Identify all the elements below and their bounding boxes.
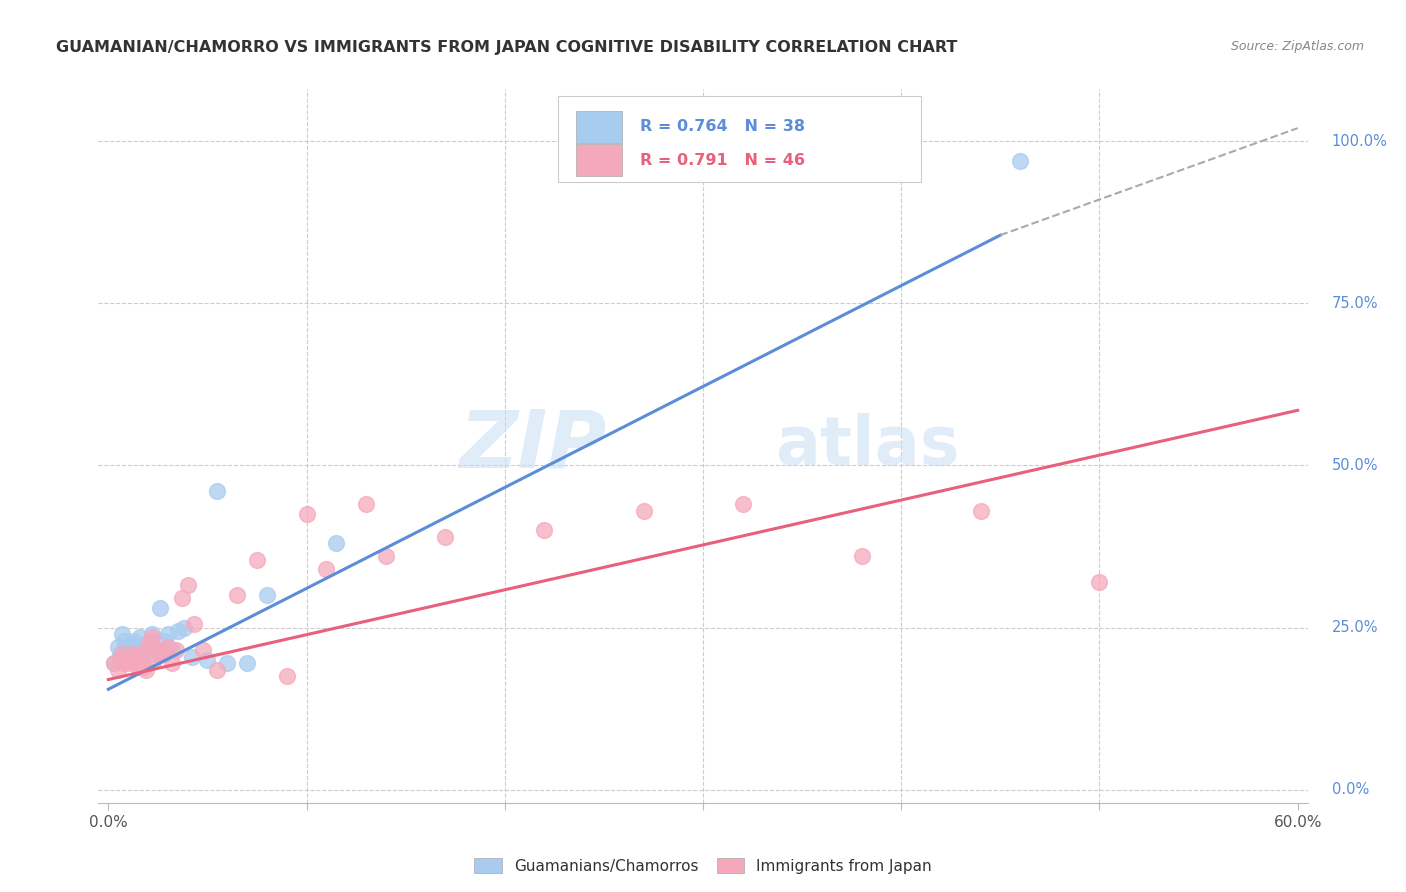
- Point: [160, 657, 183, 671]
- Point: [217, 657, 239, 671]
- Point: [129, 631, 152, 645]
- Point: [165, 643, 187, 657]
- Point: [129, 647, 152, 661]
- Point: [139, 633, 162, 648]
- Point: [135, 663, 157, 677]
- Point: [125, 647, 148, 661]
- Bar: [576, 111, 621, 143]
- Point: [969, 504, 991, 518]
- Point: [374, 549, 396, 564]
- Point: [170, 591, 193, 606]
- Legend: Guamanians/Chamorros, Immigrants from Japan: Guamanians/Chamorros, Immigrants from Ja…: [468, 852, 938, 880]
- Point: [115, 649, 138, 664]
- Point: [183, 617, 205, 632]
- Point: [180, 649, 202, 664]
- Point: [295, 507, 318, 521]
- Point: [115, 640, 138, 654]
- Point: [149, 647, 172, 661]
- Point: [121, 647, 143, 661]
- Point: [153, 647, 176, 661]
- Point: [122, 653, 145, 667]
- Point: [315, 562, 337, 576]
- Point: [131, 657, 153, 671]
- Point: [226, 588, 249, 602]
- Point: [150, 643, 173, 657]
- Point: [146, 643, 169, 657]
- Point: [197, 653, 219, 667]
- Point: [125, 657, 148, 671]
- Point: [132, 659, 155, 673]
- Point: [132, 640, 155, 654]
- Point: [160, 643, 183, 657]
- Point: [141, 631, 163, 645]
- Point: [136, 640, 159, 654]
- Text: R = 0.764   N = 38: R = 0.764 N = 38: [640, 119, 806, 134]
- Text: 75.0%: 75.0%: [1331, 296, 1378, 310]
- Point: [851, 549, 873, 564]
- Point: [173, 621, 195, 635]
- Point: [122, 640, 145, 654]
- Point: [111, 647, 134, 661]
- Text: 100.0%: 100.0%: [1331, 134, 1388, 149]
- Text: 50.0%: 50.0%: [1331, 458, 1378, 473]
- Point: [103, 657, 125, 671]
- Point: [110, 653, 132, 667]
- Point: [142, 653, 165, 667]
- Text: ZIP: ZIP: [458, 407, 606, 485]
- Point: [120, 649, 142, 664]
- Point: [121, 637, 143, 651]
- Point: [1010, 153, 1032, 168]
- Point: [1088, 575, 1111, 590]
- Point: [256, 588, 278, 602]
- Bar: [576, 145, 621, 177]
- Text: 0.0%: 0.0%: [1331, 782, 1369, 797]
- FancyBboxPatch shape: [558, 96, 921, 182]
- Point: [112, 657, 135, 671]
- Text: Source: ZipAtlas.com: Source: ZipAtlas.com: [1230, 40, 1364, 54]
- Point: [141, 627, 163, 641]
- Point: [107, 640, 129, 654]
- Point: [103, 657, 125, 671]
- Point: [354, 497, 377, 511]
- Point: [166, 624, 188, 638]
- Point: [122, 633, 145, 648]
- Point: [236, 657, 259, 671]
- Point: [276, 669, 298, 683]
- Point: [533, 524, 555, 538]
- Text: R = 0.791   N = 46: R = 0.791 N = 46: [640, 153, 806, 168]
- Text: atlas: atlas: [776, 413, 960, 479]
- Point: [633, 504, 655, 518]
- Point: [120, 640, 142, 654]
- Point: [135, 640, 157, 654]
- Point: [127, 643, 149, 657]
- Point: [153, 633, 176, 648]
- Text: 25.0%: 25.0%: [1331, 620, 1378, 635]
- Point: [139, 633, 162, 648]
- Point: [110, 647, 132, 661]
- Point: [434, 530, 457, 544]
- Point: [117, 643, 139, 657]
- Point: [127, 640, 149, 654]
- Point: [193, 643, 215, 657]
- Point: [127, 659, 149, 673]
- Point: [112, 633, 135, 648]
- Point: [117, 657, 139, 671]
- Point: [731, 497, 754, 511]
- Point: [207, 484, 229, 499]
- Point: [207, 663, 229, 677]
- Point: [131, 647, 153, 661]
- Point: [142, 647, 165, 661]
- Point: [107, 663, 129, 677]
- Point: [156, 640, 179, 654]
- Point: [149, 601, 172, 615]
- Point: [115, 653, 138, 667]
- Point: [156, 627, 179, 641]
- Point: [146, 643, 169, 657]
- Point: [246, 552, 269, 566]
- Text: GUAMANIAN/CHAMORRO VS IMMIGRANTS FROM JAPAN COGNITIVE DISABILITY CORRELATION CHA: GUAMANIAN/CHAMORRO VS IMMIGRANTS FROM JA…: [56, 40, 957, 55]
- Point: [111, 627, 134, 641]
- Point: [176, 578, 198, 592]
- Point: [325, 536, 347, 550]
- Point: [136, 640, 159, 654]
